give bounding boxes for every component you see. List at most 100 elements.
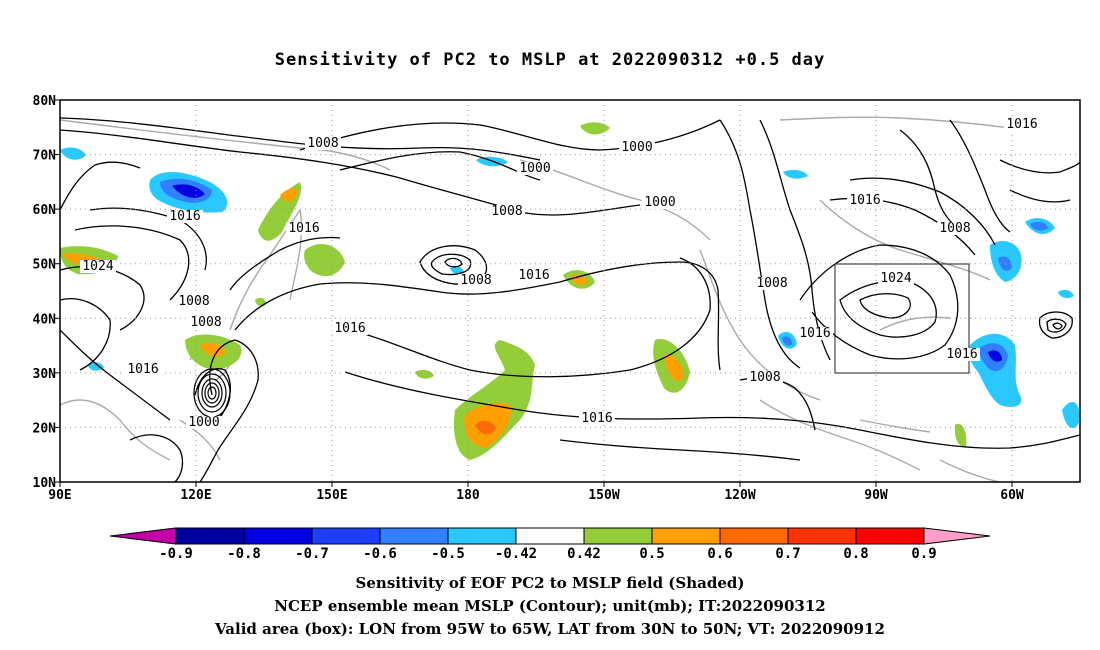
contour-label-bg (1004, 118, 1040, 131)
colorbar-label: -0.8 (227, 546, 261, 562)
neg-area-small-2 (450, 265, 464, 275)
contour-label: 1016 (169, 209, 200, 224)
contour-label-bg (642, 196, 678, 209)
neg-area-west-atlantic-dark (988, 350, 1002, 362)
colorbar-swatch (651, 527, 721, 545)
lon-label: 90W (864, 488, 888, 503)
contour-label: 1024 (880, 271, 911, 286)
colorbar-swatch (379, 527, 449, 545)
colorbar (109, 527, 991, 545)
lon-label: 180 (456, 488, 480, 503)
pos-area-aleutian-core (570, 274, 588, 285)
lat-label: 20N (33, 421, 57, 436)
caption-contour: NCEP ensemble mean MSLP (Contour); unit(… (274, 597, 826, 615)
contour-label-bg (176, 295, 212, 308)
sensitivity-map: 1008 1000 1000 1000 1008 1008 1016 1016 1024 1016… (33, 94, 1081, 562)
contour-label: 1008 (460, 273, 491, 288)
colorbar-label: 0.42 (567, 546, 601, 562)
neg-area-siberia-dark (172, 184, 205, 198)
lat-label: 80N (33, 94, 57, 109)
contour-label: 1016 (288, 221, 319, 236)
contour-label: 1016 (334, 321, 365, 336)
contour-label: 1008 (939, 221, 970, 236)
colorbar-label: 0.7 (775, 546, 800, 562)
contour-label-bg (286, 222, 322, 235)
contour-label: 1008 (307, 136, 338, 151)
neg-area-canada (783, 169, 808, 179)
contour-label-bg (619, 141, 655, 154)
lon-label: 90E (48, 488, 71, 503)
contour-label: 1000 (188, 415, 219, 430)
contour-label-bg (797, 327, 833, 340)
lon-label: 60W (1000, 488, 1024, 503)
contour-label: 1016 (946, 347, 977, 362)
contour-label-bg (944, 348, 980, 361)
neg-area-mexico-core (782, 336, 792, 346)
contour-label-bg (167, 210, 203, 223)
colorbar-label: 0.8 (843, 546, 868, 562)
contour-label-bg (332, 322, 368, 335)
contour-label: 1000 (644, 195, 675, 210)
contour-label-bg (937, 222, 973, 235)
contour-label: 1016 (849, 193, 880, 208)
colorbar-label: -0.9 (159, 546, 193, 562)
contour-label: 1008 (749, 370, 780, 385)
map-title: Sensitivity of PC2 to MSLP at 2022090312… (274, 50, 826, 70)
neg-area-greenland-mid (1030, 221, 1048, 231)
axis-ticks (55, 99, 1013, 487)
contour-label-bg (80, 260, 116, 273)
contour-label: 1016 (127, 362, 158, 377)
contour-label: 1000 (519, 161, 550, 176)
contour-label-bg (747, 371, 783, 384)
contour-label: 1016 (581, 411, 612, 426)
colorbar-label: -0.7 (295, 546, 329, 562)
contour-label-bg (458, 274, 494, 287)
contour-label: 1024 (82, 259, 113, 274)
contour-label-bg (516, 269, 552, 282)
colorbar-swatch (787, 527, 857, 545)
colorbar-swatch (583, 527, 653, 545)
caption-valid-area: Valid area (box): LON from 95W to 65W, L… (215, 620, 885, 638)
negative-sensitivity-areas (60, 147, 1080, 429)
longitude-labels: 90E 120E 150E 180 150W 120W 90W 60W (48, 488, 1024, 503)
contour-label-bg (754, 277, 790, 290)
neg-area-small-1 (88, 362, 104, 371)
contour-label: 1000 (621, 140, 652, 155)
lat-label: 40N (33, 312, 57, 327)
pos-area-okhotsk-core (280, 188, 298, 202)
contour-label-bg (579, 412, 615, 425)
colorbar-swatch (311, 527, 381, 545)
colorbar-label: 0.6 (707, 546, 732, 562)
lon-label: 150W (588, 488, 619, 503)
typhoon-contours (193, 368, 231, 418)
contour-label-bg (489, 205, 525, 218)
contour-label: 1016 (1006, 117, 1037, 132)
colorbar-swatch (719, 527, 789, 545)
pos-area-ne-pacific-core (664, 354, 684, 382)
contour-label: 1008 (756, 276, 787, 291)
lon-label: 120E (180, 488, 211, 503)
contour-label: 1008 (178, 294, 209, 309)
colorbar-swatch (447, 527, 517, 545)
latitude-labels: 80N 70N 60N 50N 40N 30N 20N 10N (33, 94, 57, 491)
pos-area-arctic (580, 122, 610, 135)
colorbar-high-triangle (923, 527, 991, 545)
colorbar-label: -0.5 (431, 546, 465, 562)
plot-area: 1008 1000 1000 1000 1008 1008 1016 1016 1024 1016… (60, 100, 1080, 482)
contour-label: 1016 (799, 326, 830, 341)
contour-label-bg (186, 416, 222, 429)
contour-label-bg (517, 162, 553, 175)
pos-area-small-1 (415, 369, 434, 379)
neg-area-small-3 (1058, 289, 1074, 299)
colorbar-swatch (175, 527, 245, 545)
lat-label: 70N (33, 149, 57, 164)
neg-area-arctic-west (60, 147, 86, 160)
contour-label-bg (188, 316, 224, 329)
lat-label: 30N (33, 367, 57, 382)
pos-area-kamchatka (304, 243, 345, 277)
contour-label: 1016 (518, 268, 549, 283)
colorbar-labels: -0.9 -0.8 -0.7 -0.6 -0.5 -0.42 0.42 0.5 0.6 0.7 0.… (159, 546, 937, 562)
colorbar-swatch (515, 527, 585, 545)
colorbar-low-triangle (109, 527, 177, 545)
mslp-contours (60, 117, 1080, 482)
